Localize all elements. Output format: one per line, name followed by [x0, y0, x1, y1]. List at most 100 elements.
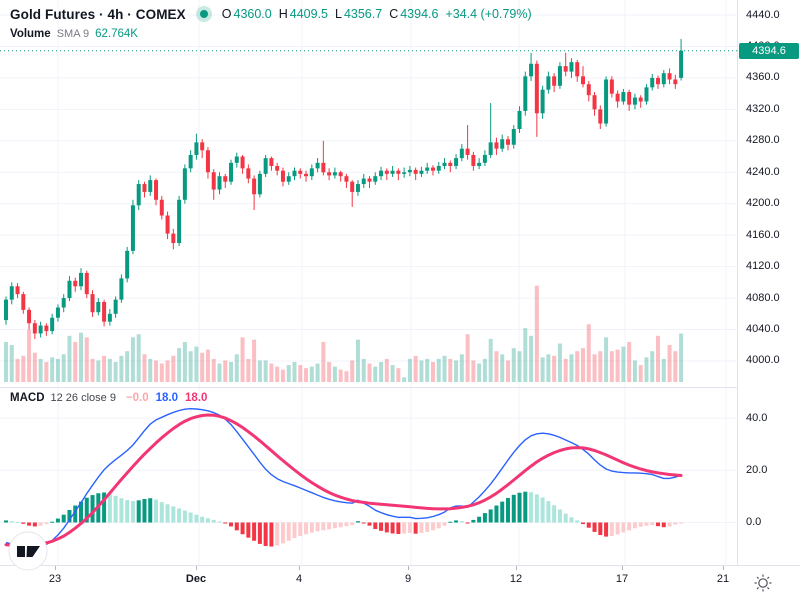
candle-body [500, 139, 505, 149]
macd-histogram-bar [592, 522, 597, 532]
macd-label: MACD [10, 392, 45, 404]
candle-body [44, 325, 49, 332]
candle-body [425, 167, 430, 171]
candle-body [644, 87, 649, 102]
volume-bar [517, 351, 522, 382]
macd-histogram-bar [454, 520, 459, 523]
macd-axis-label: 0.0 [746, 516, 762, 528]
macd-histogram-bar [136, 500, 141, 523]
macd-histogram-bar [194, 514, 199, 523]
volume-bar [430, 361, 435, 382]
volume-bar [604, 337, 609, 382]
macd-signal-line [4, 413, 683, 547]
candle-body [540, 89, 545, 114]
price-axis-label: 4280.0 [746, 134, 780, 147]
volume-bar [575, 351, 580, 382]
volume-bar [263, 360, 268, 382]
ohlc-values: O 4360.0 H 4409.5 L 4356.7 C 4394.6 +34.4 (+… [222, 7, 532, 21]
candle-body [546, 76, 551, 90]
candle-body [263, 158, 268, 174]
theme-sun-icon[interactable] [753, 573, 773, 593]
volume-bar [500, 354, 505, 382]
macd-histogram-bar [419, 522, 424, 533]
macd-histogram-bar [263, 522, 268, 546]
volume-bar [338, 369, 343, 382]
volume-bar [482, 358, 487, 382]
candle-body [304, 173, 309, 177]
volume-bar [234, 354, 239, 382]
time-axis-label: 17 [615, 573, 629, 585]
macd-histogram-bar [638, 522, 643, 527]
price-axis[interactable]: 4440.04400.04360.04320.04280.04240.04200… [737, 0, 800, 565]
macd-histogram-bar [171, 506, 176, 523]
macd-histogram-bar [188, 512, 193, 523]
time-axis[interactable]: 23 Dec 4 9 12 17 21 [0, 565, 800, 600]
macd-histogram-bar [321, 522, 326, 531]
macd-histogram-bar [125, 500, 130, 523]
macd-histogram-bar [211, 519, 216, 523]
macd-histogram-bar [632, 522, 637, 529]
macd-histogram-bar [298, 522, 303, 537]
volume-bar [257, 360, 262, 382]
price-axis-label: 4040.0 [746, 323, 780, 336]
candle-body [581, 76, 585, 85]
time-axis-tick [516, 566, 517, 570]
candle-body [240, 156, 245, 169]
macd-histogram-bar [234, 522, 239, 531]
candle-body [413, 169, 418, 174]
candle-body [344, 176, 349, 182]
candle-body [4, 299, 8, 321]
macd-histogram-bar [327, 522, 332, 530]
macd-histogram-bar [27, 522, 32, 526]
volume-bar [240, 337, 245, 382]
tradingview-logo[interactable] [8, 531, 48, 571]
volume-bar [96, 360, 101, 382]
volume-bar [448, 358, 453, 382]
candle-body [494, 142, 499, 149]
macd-histogram-bar [465, 522, 470, 524]
price-axis-label: 4000.0 [746, 354, 780, 367]
macd-histogram-bar [84, 497, 89, 523]
volume-bar [84, 337, 89, 382]
volume-bar [557, 343, 562, 382]
volume-bar [61, 354, 66, 382]
time-axis-label: 4 [295, 573, 303, 585]
macd-histogram-bar [505, 497, 510, 523]
macd-histogram-bar [379, 522, 384, 531]
volume-bar [50, 357, 55, 382]
volume-bar [217, 363, 222, 382]
tv-logo-glyph [17, 546, 25, 557]
candle-body [107, 313, 112, 322]
candle-body [523, 76, 528, 111]
macd-signal-value: 18.0 [185, 392, 208, 404]
candle-body [292, 170, 297, 177]
candle-body [390, 170, 395, 174]
macd-histogram-bar [569, 517, 574, 523]
macd-histogram-bar [338, 522, 343, 528]
volume-bar [355, 339, 360, 382]
volume-bar [165, 360, 170, 382]
candle-body [275, 165, 280, 171]
volume-bar [350, 360, 355, 382]
change-value: +34.4 (+0.79%) [445, 7, 532, 21]
macd-histogram-bar [148, 498, 153, 523]
candle-body [61, 298, 66, 308]
macd-histogram-bar [200, 516, 205, 523]
candle-body [505, 139, 510, 145]
macd-histogram-bar [55, 518, 60, 523]
candle-body [471, 154, 476, 166]
candle-body [419, 170, 424, 174]
macd-histogram-bar [130, 501, 135, 523]
candle-body [27, 309, 32, 324]
candle-body [379, 170, 384, 177]
macd-histogram-bar [459, 521, 464, 523]
macd-histogram-bar [448, 521, 453, 523]
price-axis-label: 4240.0 [746, 165, 780, 178]
macd-histogram-bar [252, 522, 257, 541]
macd-line [5, 408, 682, 550]
high-label: H [278, 7, 288, 21]
volume-bar [38, 358, 43, 382]
volume-bar [9, 345, 14, 382]
